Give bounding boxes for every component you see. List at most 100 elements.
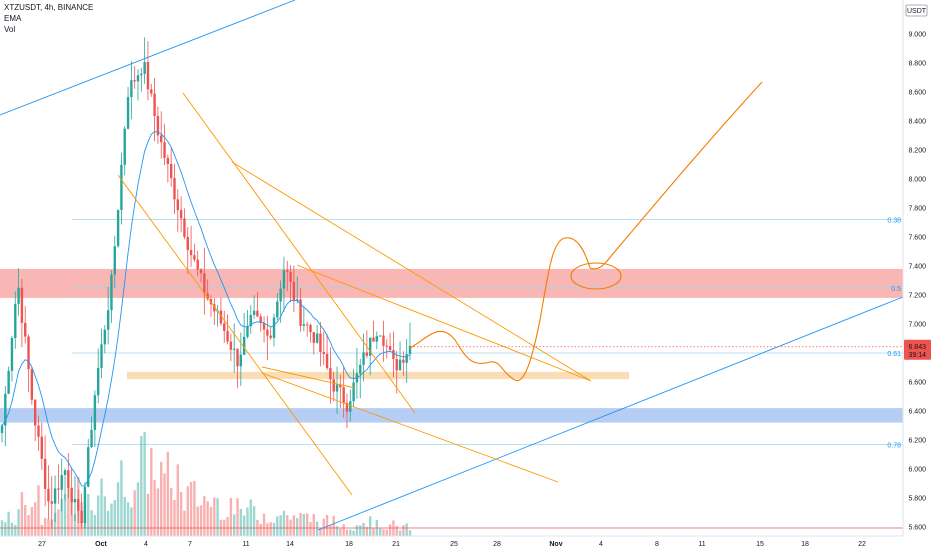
candle-body[interactable] [40,436,44,459]
candle-body[interactable] [60,475,63,490]
candle-body[interactable] [0,425,4,433]
candle-body[interactable] [96,367,100,396]
candle-body[interactable] [242,336,246,355]
candle-body[interactable] [319,333,322,352]
candle-body[interactable] [146,62,150,90]
candle-body[interactable] [203,273,206,294]
candle-body[interactable] [299,299,302,326]
candle-body[interactable] [352,382,355,402]
ema-indicator-label[interactable]: EMA [4,14,22,23]
candle-body[interactable] [252,310,256,315]
candle-body[interactable] [33,399,37,426]
candle-body[interactable] [27,336,30,370]
candle-body[interactable] [133,80,136,82]
candle-body[interactable] [173,178,176,200]
candle-body[interactable] [372,337,375,342]
candle-body[interactable] [312,332,316,343]
candle-body[interactable] [362,352,365,365]
candle-body[interactable] [77,499,80,511]
price-axis-bg[interactable] [903,0,932,550]
candle-body[interactable] [37,425,40,437]
candle-body[interactable] [67,470,70,488]
candle-body[interactable] [130,80,133,98]
candle-body[interactable] [239,354,243,367]
scenario-path[interactable] [409,237,591,382]
candle-body[interactable] [279,288,282,302]
candle-body[interactable] [140,73,143,76]
candle-body[interactable] [395,359,398,371]
candle-body[interactable] [153,93,156,116]
demand-zone[interactable] [127,371,629,380]
triangle-upper-line[interactable] [296,264,592,382]
candle-body[interactable] [378,335,382,337]
candle-body[interactable] [80,510,83,523]
candle-body[interactable] [183,218,186,237]
candle-body[interactable] [186,236,189,250]
time-axis-bg[interactable] [0,536,932,550]
candle-body[interactable] [83,486,87,523]
triangle-lower-line[interactable] [261,366,356,389]
candle-body[interactable] [305,324,309,326]
candle-body[interactable] [282,270,286,289]
scenario-target-circle[interactable] [570,262,622,290]
candle-body[interactable] [143,62,146,74]
candle-body[interactable] [266,329,269,336]
current-price-tag[interactable] [904,339,931,360]
candle-body[interactable] [90,429,93,448]
candle-body[interactable] [73,499,77,503]
channel-upper-line[interactable] [0,0,296,116]
scenario-projection-line[interactable] [589,81,763,270]
wedge-upper-line[interactable] [182,92,416,414]
candle-body[interactable] [53,488,57,504]
candle-body[interactable] [7,370,10,394]
candle-body[interactable] [70,487,73,503]
candle-body[interactable] [24,322,27,337]
candle-body[interactable] [392,350,395,360]
candle-body[interactable] [335,384,339,392]
candle-body[interactable] [196,259,199,270]
candle-body[interactable] [50,501,53,504]
candle-body[interactable] [246,326,249,337]
candle-body[interactable] [259,316,262,324]
candle-body[interactable] [385,345,388,347]
candle-body[interactable] [256,310,259,317]
candle-body[interactable] [169,164,173,179]
support-zone[interactable] [0,408,903,423]
wedge-lower-line[interactable] [117,174,353,496]
candle-body[interactable] [106,310,110,330]
candle-body[interactable] [206,293,209,300]
candle-body[interactable] [126,97,130,129]
volume-indicator-label[interactable]: Vol [4,25,16,34]
candle-body[interactable] [193,255,196,260]
candle-body[interactable] [20,287,24,323]
candle-body[interactable] [176,199,180,211]
candle-body[interactable] [375,336,379,342]
candle-body[interactable] [30,369,34,400]
symbol-title[interactable]: XTZUSDT, 4h, BINANCE [4,3,94,12]
candle-body[interactable] [402,359,405,363]
candle-body[interactable] [229,341,233,350]
candle-body[interactable] [325,353,329,369]
candle-body[interactable] [160,135,163,143]
candle-body[interactable] [388,345,392,351]
candle-body[interactable] [57,488,60,490]
flag-lower-line[interactable] [261,372,559,483]
candle-body[interactable] [150,89,153,94]
candle-body[interactable] [123,128,126,165]
candle-body[interactable] [302,324,306,326]
candle-body[interactable] [368,337,372,356]
candle-body[interactable] [43,458,47,489]
channel-lower-line[interactable] [317,294,909,531]
candle-body[interactable] [236,348,239,367]
candle-body[interactable] [223,323,226,331]
candle-body[interactable] [345,402,349,412]
candle-body[interactable] [226,330,229,342]
candle-body[interactable] [382,335,385,346]
candle-body[interactable] [289,271,292,282]
candle-body[interactable] [349,401,352,412]
candle-body[interactable] [329,368,332,380]
candle-body[interactable] [269,335,272,338]
candle-body[interactable] [339,384,342,388]
candle-body[interactable] [398,359,402,371]
